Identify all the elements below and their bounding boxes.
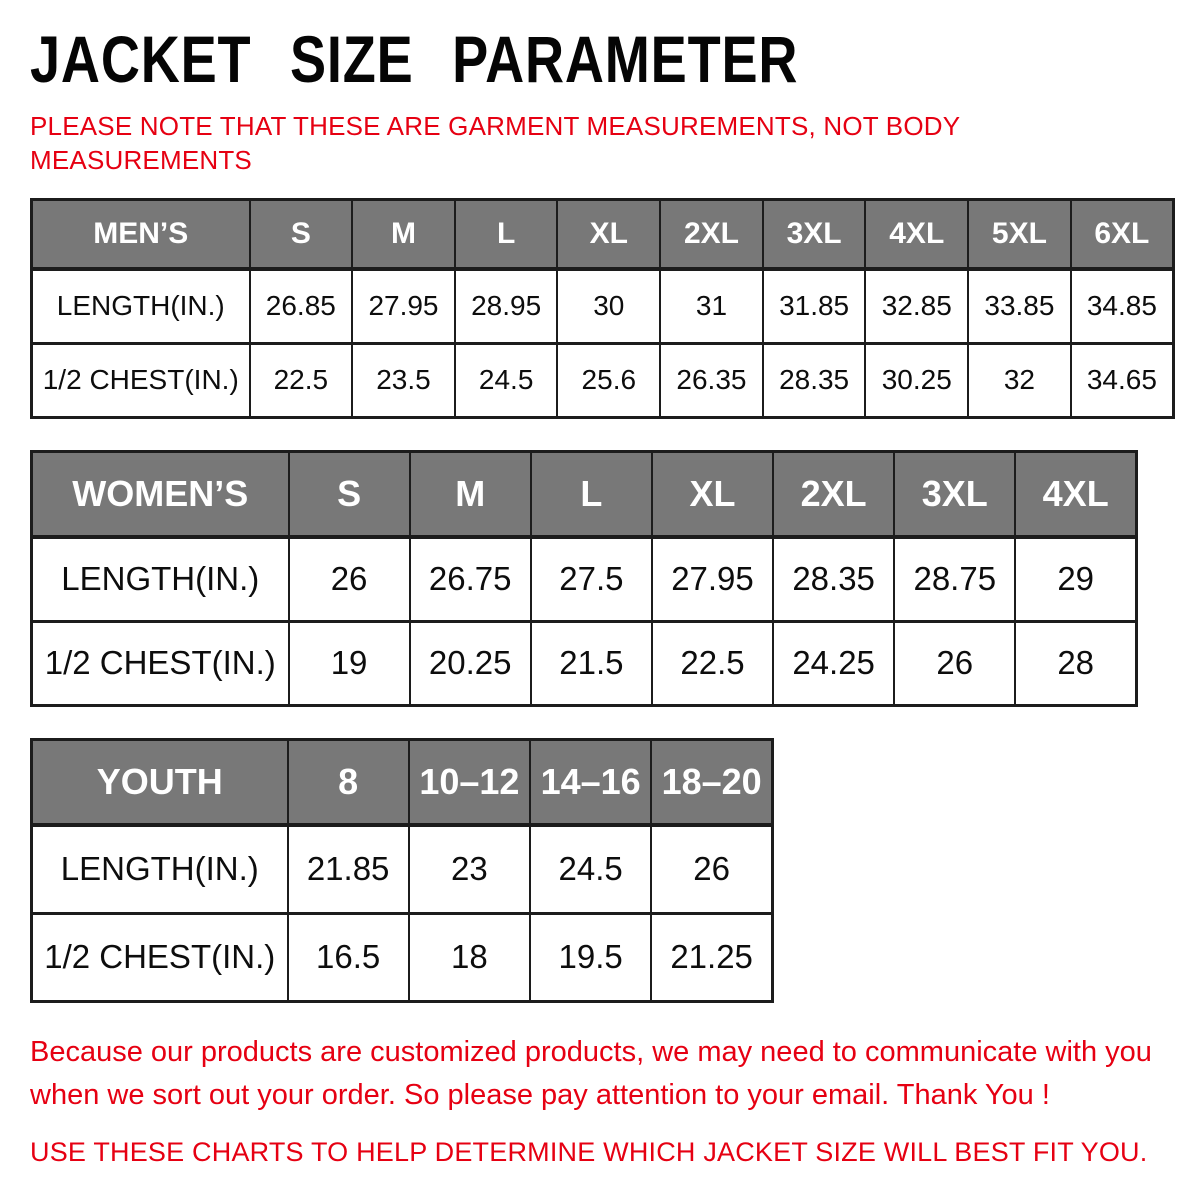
garment-measurement-note: PLEASE NOTE THAT THESE ARE GARMENT MEASU… <box>30 111 960 175</box>
measurement-value: 19.5 <box>528 911 653 1003</box>
measurement-value: 28.35 <box>761 341 867 419</box>
measurement-value: 21.85 <box>286 824 410 915</box>
measurement-value: 28.95 <box>453 268 559 345</box>
size-column-header: L <box>453 198 559 272</box>
row-label: LENGTH(IN.) <box>30 824 289 915</box>
size-column-header: 4XL <box>864 198 970 272</box>
measurement-value: 32 <box>967 341 1072 419</box>
measurement-row: LENGTH(IN.) 21.85 23 24.5 26 <box>30 824 774 915</box>
measurement-value: 34.65 <box>1069 341 1175 419</box>
measurement-value: 22.5 <box>248 341 354 419</box>
measurement-row: 1/2 CHEST(IN.) 22.5 23.5 24.5 25.6 26.35 28.35… <box>30 341 1175 419</box>
row-label: LENGTH(IN.) <box>30 536 290 623</box>
measurement-value: 24.5 <box>453 341 559 419</box>
measurement-value: 32.85 <box>864 268 970 345</box>
size-column-header: M <box>408 450 532 540</box>
size-column-header: 6XL <box>1069 198 1175 272</box>
measurement-value: 30 <box>556 268 662 345</box>
measurement-value: 28.75 <box>893 536 1017 623</box>
measurement-value: 29 <box>1014 536 1138 623</box>
measurement-value: 24.5 <box>528 824 653 915</box>
measurement-value: 28 <box>1014 619 1138 707</box>
size-table-womens: WOMEN’S S M L XL 2XL 3XL 4XL LENGTH(IN.) 26 26.75 2… <box>30 449 1138 707</box>
measurement-value: 27.5 <box>529 536 653 623</box>
row-label: 1/2 CHEST(IN.) <box>30 911 289 1003</box>
measurement-row: 1/2 CHEST(IN.) 16.5 18 19.5 21.25 <box>30 911 774 1003</box>
size-column-header: 3XL <box>893 450 1017 540</box>
header-row: MEN’S S M L XL 2XL 3XL 4XL 5XL 6XL <box>30 198 1175 272</box>
measurement-value: 26.35 <box>659 341 764 419</box>
size-tables: MEN’S S M L XL 2XL 3XL 4XL 5XL 6XL LENGTH(IN.) 26.8… <box>30 197 1175 1003</box>
measurement-value: 23.5 <box>351 341 456 419</box>
measurement-value: 22.5 <box>650 619 775 707</box>
size-column-header: XL <box>556 198 662 272</box>
measurement-value: 30.25 <box>864 341 970 419</box>
size-column-header: S <box>248 198 354 272</box>
size-column-header: 3XL <box>761 198 867 272</box>
measurement-value: 26.85 <box>248 268 354 345</box>
measurement-row: LENGTH(IN.) 26.85 27.95 28.95 30 31 31.85 32.85… <box>30 268 1175 345</box>
size-column-header: 18–20 <box>650 738 774 828</box>
measurement-value: 31 <box>659 268 764 345</box>
measurement-value: 26 <box>893 619 1017 707</box>
size-column-header: 8 <box>286 738 410 828</box>
customization-communication-note: Because our products are customized prod… <box>30 1035 1152 1112</box>
size-column-header: 10–12 <box>407 738 532 828</box>
measurement-value: 26 <box>650 824 774 915</box>
size-chart-page: JACKET SIZE PARAMETER PLEASE NOTE THAT T… <box>30 22 1175 1167</box>
measurement-value: 24.25 <box>772 619 896 707</box>
size-table-mens: MEN’S S M L XL 2XL 3XL 4XL 5XL 6XL LENGTH(IN.) 26.8… <box>30 197 1175 419</box>
measurement-value: 33.85 <box>967 268 1072 345</box>
size-column-header: L <box>529 450 653 540</box>
measurement-value: 27.95 <box>351 268 456 345</box>
measurement-value: 31.85 <box>761 268 867 345</box>
row-label: LENGTH(IN.) <box>30 268 251 345</box>
header-row: YOUTH 8 10–12 14–16 18–20 <box>30 738 774 828</box>
measurement-value: 20.25 <box>408 619 532 707</box>
measurement-value: 25.6 <box>556 341 662 419</box>
measurement-value: 19 <box>287 619 411 707</box>
row-label: 1/2 CHEST(IN.) <box>30 619 290 707</box>
row-label: 1/2 CHEST(IN.) <box>30 341 251 419</box>
measurement-value: 28.35 <box>772 536 896 623</box>
measurement-value: 27.95 <box>650 536 775 623</box>
measurement-value: 23 <box>407 824 532 915</box>
measurement-row: 1/2 CHEST(IN.) 19 20.25 21.5 22.5 24.25 26 28 <box>30 619 1138 707</box>
measurement-value: 21.25 <box>650 911 774 1003</box>
measurement-value: 26 <box>287 536 411 623</box>
table-title-mens: MEN’S <box>30 198 251 272</box>
table-title-womens: WOMEN’S <box>30 450 290 540</box>
header-row: WOMEN’S S M L XL 2XL 3XL 4XL <box>30 450 1138 540</box>
size-column-header: M <box>351 198 456 272</box>
measurement-value: 16.5 <box>286 911 410 1003</box>
size-column-header: 5XL <box>967 198 1072 272</box>
size-column-header: S <box>287 450 411 540</box>
measurement-value: 18 <box>407 911 532 1003</box>
size-column-header: 2XL <box>659 198 764 272</box>
measurement-value: 21.5 <box>529 619 653 707</box>
size-column-header: XL <box>650 450 775 540</box>
page-title: JACKET SIZE PARAMETER <box>30 22 799 96</box>
size-column-header: 14–16 <box>528 738 653 828</box>
table-title-youth: YOUTH <box>30 738 289 828</box>
size-column-header: 4XL <box>1014 450 1138 540</box>
measurement-value: 34.85 <box>1069 268 1175 345</box>
size-table-youth: YOUTH 8 10–12 14–16 18–20 LENGTH(IN.) 21.85 23 2… <box>30 737 774 1003</box>
measurement-value: 26.75 <box>408 536 532 623</box>
measurement-row: LENGTH(IN.) 26 26.75 27.5 27.95 28.35 28.75 29 <box>30 536 1138 623</box>
size-column-header: 2XL <box>772 450 896 540</box>
chart-usage-advice: USE THESE CHARTS TO HELP DETERMINE WHICH… <box>30 1136 1148 1167</box>
